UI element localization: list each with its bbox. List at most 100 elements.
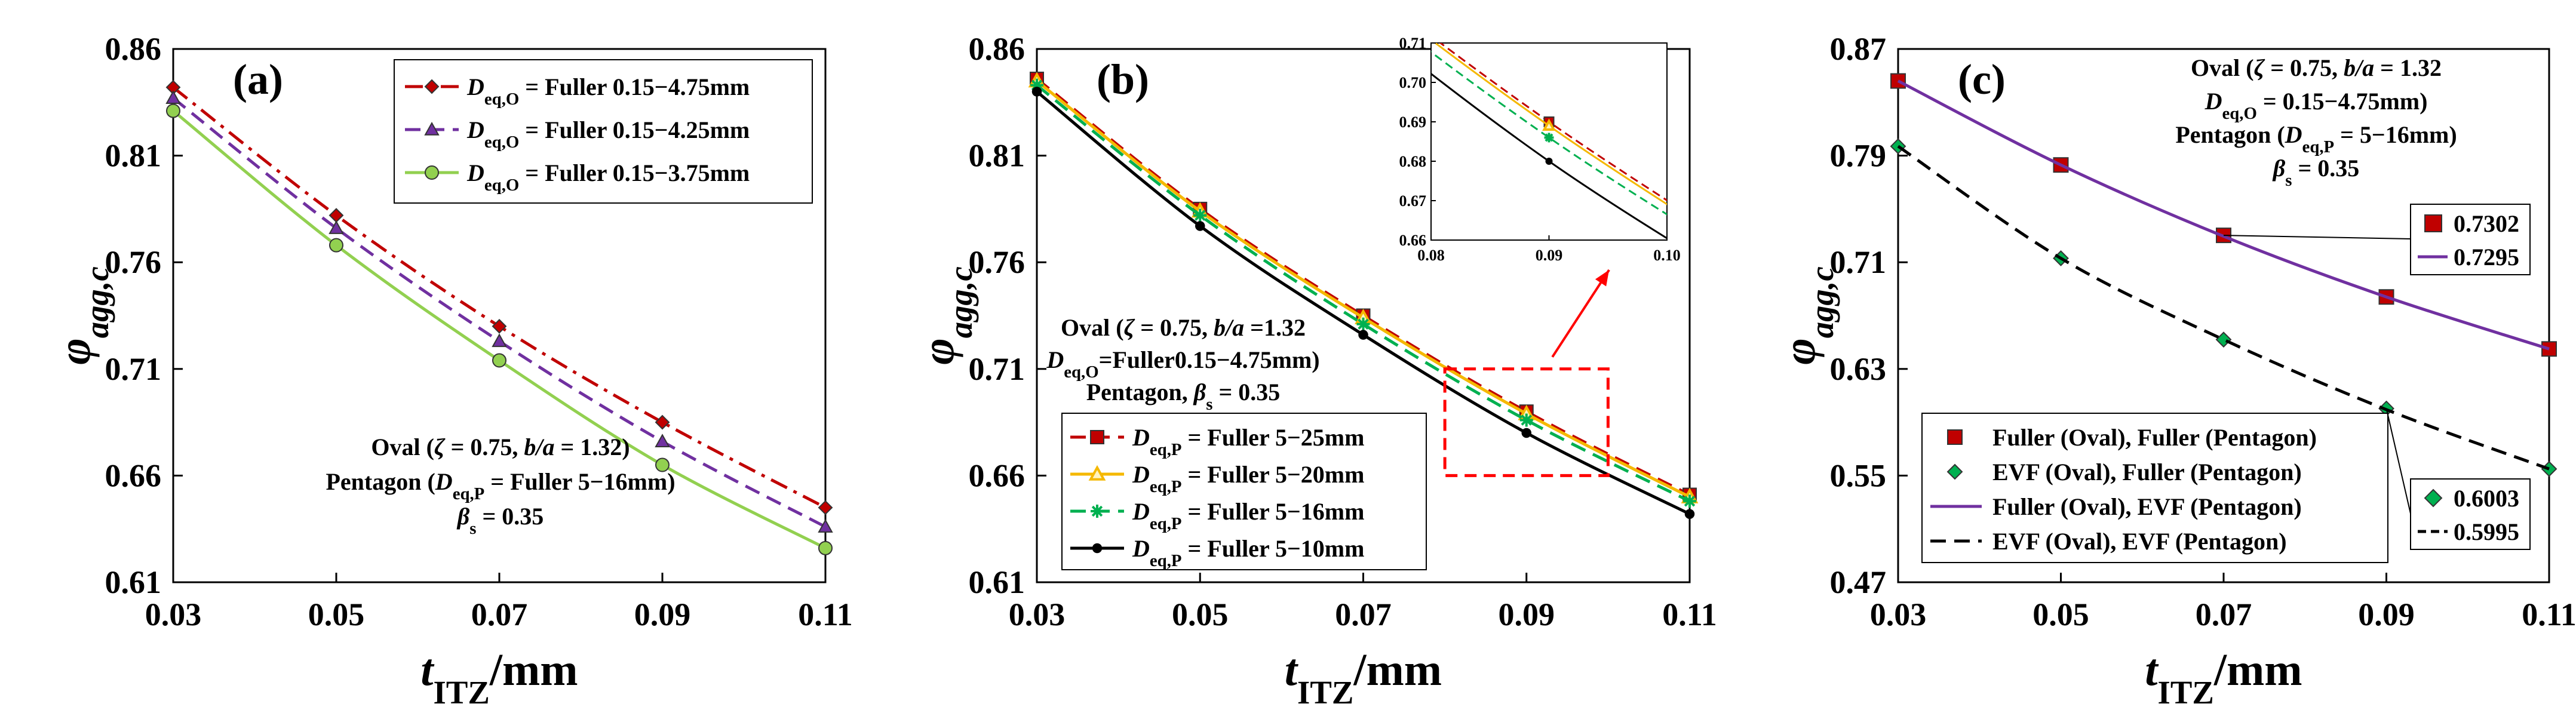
y-tick-label: 0.71: [969, 351, 1026, 387]
callouts: 0.7302 0.7295 0.6003 0.5995: [2223, 204, 2531, 550]
callout-value: 0.6003: [2454, 485, 2519, 512]
x-tick-label: 0.11: [798, 597, 853, 632]
legend: Fuller (Oval), Fuller (Pentagon) EVF (Ova…: [1921, 413, 2388, 563]
annotation: Oval (ζ = 0.75, b/a = 1.32) Pentagon (Deq…: [326, 434, 675, 538]
y-tick-label: 0.76: [105, 244, 162, 280]
inset-series: [1431, 43, 1667, 239]
x-tick-label: 0.03: [145, 597, 202, 632]
annotation: Oval (ζ = 0.75, b/a = 1.32 Deq,O = 0.15−4…: [2175, 54, 2457, 190]
data-point: [1195, 221, 1205, 231]
inset-x-tick-label: 0.08: [1417, 247, 1445, 264]
inset-series-line: [1431, 72, 1667, 239]
callout-box: 0.7302 0.7295: [2223, 204, 2531, 275]
series-1: [165, 79, 833, 515]
y-tick-label: 0.86: [105, 31, 162, 67]
y-tick-label: 0.79: [1830, 138, 1887, 174]
data-point: [329, 238, 343, 253]
x-axis-label: tITZ/mm: [420, 645, 578, 711]
inset-y-tick-label: 0.71: [1399, 35, 1427, 52]
inset-y-tick-label: 0.68: [1399, 153, 1427, 170]
x-tick-label: 0.11: [1662, 597, 1717, 632]
callout-leader: [2385, 408, 2411, 514]
series-line: [1897, 79, 2550, 351]
y-tick-label: 0.87: [1830, 31, 1887, 67]
data-point: [1684, 509, 1695, 519]
series-4: [1897, 145, 2550, 471]
annotation-line: Pentagon (Deq,P = Fuller 5−16mm): [326, 468, 675, 503]
data-point: [818, 500, 833, 515]
data-point: [1356, 317, 1370, 331]
inset-y-tick-label: 0.70: [1399, 74, 1427, 91]
x-tick-label: 0.03: [1009, 597, 1066, 632]
y-tick-label: 0.61: [105, 564, 162, 600]
inset-data-point: [1544, 133, 1554, 143]
data-point: [655, 414, 670, 430]
legend-box: [1921, 413, 2388, 563]
data-point: [166, 103, 180, 118]
inset-x-tick-label: 0.09: [1536, 247, 1563, 264]
x-tick-label: 0.07: [2196, 597, 2252, 632]
data-point: [1521, 428, 1531, 438]
inset-series-line: [1439, 43, 1667, 202]
legend-entry: Deq,P = Fuller 5−10mm: [1132, 535, 1364, 570]
panel-label: (c): [1958, 56, 2006, 103]
data-point: [1193, 208, 1207, 222]
data-point: [1358, 330, 1368, 340]
callout-value: 0.7295: [2454, 244, 2519, 271]
series-line: [1036, 84, 1691, 503]
y-tick-label: 0.55: [1830, 457, 1887, 493]
legend-box: [1061, 413, 1427, 570]
annotation-line: βs = 0.35: [456, 503, 544, 538]
zoom-box: [1443, 367, 1610, 477]
annotation-line: Oval (ζ = 0.75, b/a = 1.32): [371, 434, 630, 460]
legend-entry: Deq,P = Fuller 5−16mm: [1132, 498, 1364, 533]
series-2: [165, 90, 833, 533]
legend-marker: [424, 121, 440, 136]
chart-panel-1: 0.61 0.66 0.71 0.76 0.81 0.86 0.03 0.05 0.07 0.09…: [50, 31, 853, 711]
legend-entry: Fuller (Oval), EVF (Pentagon): [1992, 493, 2302, 520]
inset-data-point: [1542, 118, 1556, 131]
y-axis-label: φagg,c: [913, 266, 979, 365]
annotation-line: Deq,O = 0.15−4.75mm): [2205, 88, 2428, 123]
legend-entry: Deq,O = Fuller 0.15−4.25mm: [466, 116, 750, 152]
series-3: [1030, 78, 1696, 508]
data-point: [2378, 289, 2394, 305]
y-tick-label: 0.63: [1830, 351, 1887, 387]
y-tick-label: 0.71: [105, 351, 162, 387]
series-3: [1897, 79, 2550, 351]
zoom-arrow: [1551, 269, 1610, 358]
data-point: [492, 318, 507, 334]
series-4: [1031, 87, 1695, 519]
y-tick-label: 0.76: [969, 244, 1026, 280]
x-tick-label: 0.07: [1335, 597, 1392, 632]
callout-marker: [2424, 488, 2443, 508]
series-line: [1036, 78, 1691, 496]
inset-x-tick-label: 0.10: [1653, 247, 1681, 264]
legend-marker: [1090, 430, 1104, 444]
inset-data-point: [1545, 158, 1553, 165]
chart-panel-2: 0.61 0.66 0.71 0.76 0.81 0.86 0.03 0.05 0.07 0.09…: [913, 31, 1717, 711]
data-point: [818, 519, 833, 533]
annotation-line: βs = 0.35: [2272, 155, 2360, 190]
inset-series-line: [1431, 51, 1667, 216]
callout-marker: [2424, 214, 2442, 232]
data-point: [655, 457, 670, 472]
y-tick-label: 0.47: [1830, 564, 1887, 600]
y-axis-label: φagg,c: [1774, 266, 1840, 365]
inset-series-line: [1433, 43, 1667, 205]
legend-entry: Deq,O = Fuller 0.15−4.75mm: [466, 73, 750, 109]
callout-leader: [2223, 235, 2411, 239]
y-tick-label: 0.66: [969, 457, 1026, 493]
panel-label: (a): [233, 56, 283, 103]
data-point: [328, 208, 344, 223]
x-tick-label: 0.09: [634, 597, 691, 632]
legend-entry: Fuller (Oval), Fuller (Pentagon): [1992, 424, 2317, 451]
data-point: [1683, 494, 1696, 508]
y-tick-label: 0.81: [105, 138, 162, 174]
legend-entry: Deq,P = Fuller 5−25mm: [1132, 424, 1364, 459]
series-3: [166, 103, 833, 555]
x-axis-label: tITZ/mm: [2145, 645, 2302, 711]
data-point: [165, 90, 181, 104]
